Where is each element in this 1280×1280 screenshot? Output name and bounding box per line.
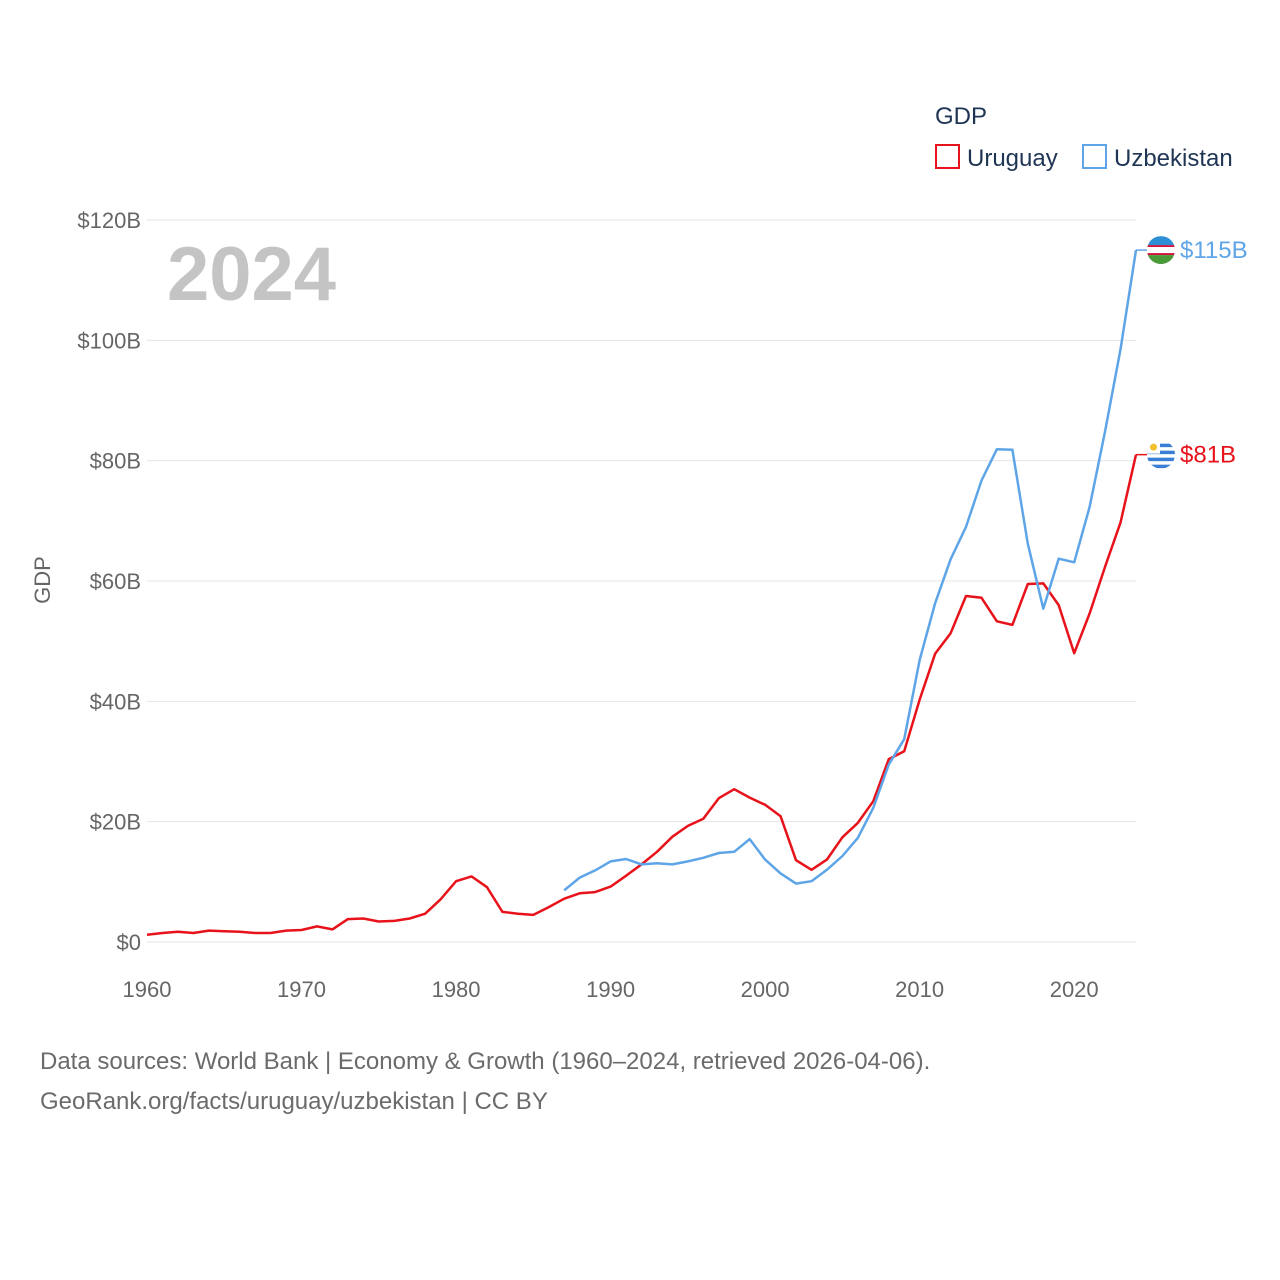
legend-swatch-uruguay [935,144,960,169]
source-link[interactable]: GeoRank.org/facts/uruguay/uzbekistan | C… [40,1088,548,1115]
series-line-uzbekistan [563,249,1138,892]
series-lines [146,249,1138,937]
y-axis-ticks: $0 $20B $40B $60B $80B $100B $120B [77,208,141,955]
uruguay-flag-icon [1147,440,1175,469]
y-tick-label: $20B [90,810,141,835]
data-source-text: Data sources: World Bank | Economy & Gro… [40,1048,931,1075]
x-tick-label: 1970 [277,977,326,1002]
x-axis-ticks: 1960 1970 1980 1990 2000 2010 2020 [123,977,1099,1002]
legend-label-uzbekistan: Uzbekistan [1114,145,1233,172]
x-tick-label: 2020 [1050,977,1099,1002]
uzbekistan-flag-icon [1147,236,1175,265]
legend-item-uruguay[interactable]: Uruguay [935,144,1058,172]
gridlines [147,219,1136,943]
footer: Data sources: World Bank | Economy & Gro… [40,1042,930,1122]
x-tick-label: 1990 [586,977,635,1002]
y-tick-label: $100B [77,328,141,353]
x-tick-label: 2000 [741,977,790,1002]
y-tick-label: $120B [77,208,141,233]
end-value-label-uzbekistan: $115B [1180,237,1248,264]
y-tick-label: $60B [90,569,141,594]
year-label: 2024 [167,232,336,317]
x-tick-label: 1980 [432,977,481,1002]
y-axis-label: GDP [30,556,55,604]
y-tick-label: $0 [117,930,141,955]
legend-item-uzbekistan[interactable]: Uzbekistan [1082,144,1233,172]
end-value-label-uruguay: $81B [1180,442,1236,469]
y-tick-label: $80B [90,449,141,474]
legend-title: GDP [935,103,987,130]
x-tick-label: 1960 [123,977,172,1002]
legend-label-uruguay: Uruguay [967,145,1058,172]
y-tick-label: $40B [90,689,141,714]
series-line-uruguay [146,454,1138,937]
x-tick-label: 2010 [895,977,944,1002]
gdp-line-chart: $0 $20B $40B $60B $80B $100B $120B 1960 1970 198… [30,103,1248,1002]
series-end-labels: $81B $115B [1136,236,1248,469]
legend-swatch-uzbekistan [1082,144,1107,169]
